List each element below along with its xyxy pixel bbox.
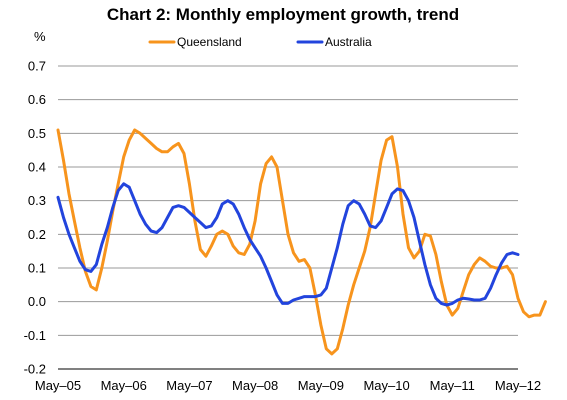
y-tick-label: 0.7 xyxy=(28,59,46,74)
y-tick-label: 0.4 xyxy=(28,160,46,175)
legend-label-australia: Australia xyxy=(325,35,372,49)
x-tick-label: May–11 xyxy=(430,378,475,393)
series-line-australia xyxy=(56,182,520,307)
x-tick-label: May–10 xyxy=(363,378,409,393)
x-tick-label: May–07 xyxy=(166,378,212,393)
chart-title: Chart 2: Monthly employment growth, tren… xyxy=(107,5,459,24)
y-tick-label: -0.2 xyxy=(24,362,46,377)
legend-label-queensland: Queensland xyxy=(177,35,242,49)
gridlines xyxy=(58,65,518,336)
x-tick-label: May–08 xyxy=(232,378,278,393)
x-axis-tick-labels: May–05 May–06 May–07 May–08 May–09 May–10 May–… xyxy=(35,378,541,393)
y-tick-label: 0.2 xyxy=(28,227,46,242)
series-lines xyxy=(56,128,547,356)
x-tick-label: May–06 xyxy=(101,378,147,393)
y-tick-label: -0.1 xyxy=(24,328,46,343)
series-line-queensland xyxy=(56,128,547,356)
x-tick-label: May–09 xyxy=(298,378,344,393)
y-tick-label: 0.0 xyxy=(28,294,46,309)
x-tick-label: May–05 xyxy=(35,378,81,393)
legend: Queensland Australia xyxy=(148,35,372,49)
x-tick-label: May–12 xyxy=(495,378,541,393)
y-tick-label: 0.5 xyxy=(28,126,46,141)
y-axis-tick-labels: -0.2 -0.1 0.0 0.1 0.2 0.3 0.4 0.5 0.6 0.7 xyxy=(24,59,46,377)
y-tick-label: 0.3 xyxy=(28,193,46,208)
y-axis-unit-label: % xyxy=(34,29,46,44)
y-tick-label: 0.6 xyxy=(28,92,46,107)
y-tick-label: 0.1 xyxy=(28,261,46,276)
